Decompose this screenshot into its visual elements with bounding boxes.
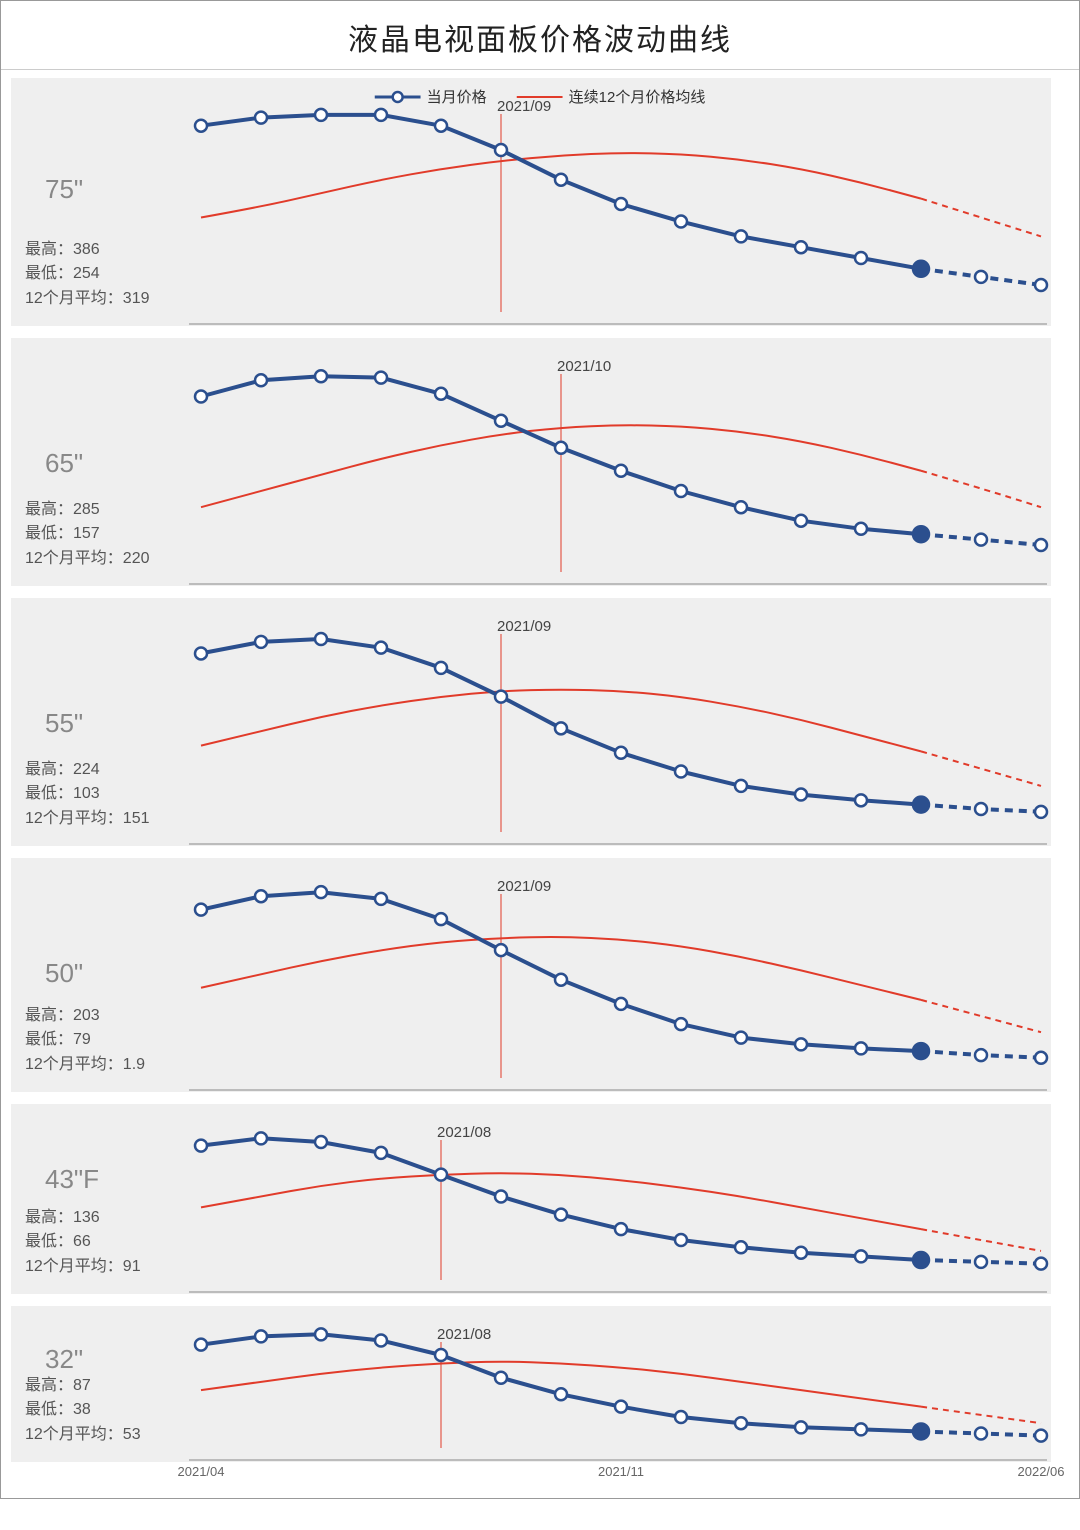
- stat-high: 最高：285: [25, 498, 150, 523]
- stat-high: 最高：386: [25, 238, 150, 263]
- stat-avg: 12个月平均：91: [25, 1255, 141, 1280]
- stat-low: 最低：38: [25, 1398, 141, 1423]
- stats-block: 最高：136最低：6612个月平均：91: [25, 1206, 141, 1280]
- chart-svg: [11, 78, 1051, 326]
- x-tick-label: 2021/04: [178, 1464, 225, 1479]
- size-label: 50": [45, 958, 83, 989]
- chart-svg: [11, 338, 1051, 586]
- crossover-label: 2021/09: [497, 618, 551, 635]
- stat-low: 最低：103: [25, 782, 150, 807]
- stat-avg: 12个月平均：220: [25, 547, 150, 572]
- stat-avg: 12个月平均：53: [25, 1423, 141, 1448]
- chart-panel: 50" 最高：203最低：7912个月平均：1.9 2021/09: [11, 858, 1069, 1092]
- stat-avg: 12个月平均：319: [25, 287, 150, 312]
- chart-panel: 43"F 最高：136最低：6612个月平均：91 2021/08: [11, 1104, 1069, 1294]
- stats-block: 最高：386最低：25412个月平均：319: [25, 238, 150, 312]
- stat-low: 最低：254: [25, 262, 150, 287]
- size-label: 43"F: [45, 1164, 99, 1195]
- stat-avg: 12个月平均：151: [25, 807, 150, 832]
- chart-panel: 32"最高：87最低：3812个月平均：53 2021/08: [11, 1306, 1069, 1462]
- chart-svg: [11, 1104, 1051, 1294]
- legend-item-ma: 连续12个月价格均线: [517, 86, 706, 107]
- crossover-label: 2021/08: [437, 1326, 491, 1343]
- stat-low: 最低：157: [25, 522, 150, 547]
- chart-panel: 55" 最高：224最低：10312个月平均：151 2021/09: [11, 598, 1069, 846]
- chart-svg: [11, 598, 1051, 846]
- stat-high: 最高：136: [25, 1206, 141, 1231]
- x-axis: 2021/04 2021/11 2022/06: [11, 1464, 1069, 1494]
- stat-avg: 12个月平均：1.9: [25, 1053, 145, 1078]
- x-tick-label: 2021/11: [598, 1464, 644, 1479]
- chart-panel: 75"最高：386最低：25412个月平均：3192021/09当月价格连续12…: [11, 78, 1069, 326]
- chart-svg: [11, 1306, 1051, 1462]
- stat-low: 最低：79: [25, 1028, 145, 1053]
- stats-block: 最高：224最低：10312个月平均：151: [25, 758, 150, 832]
- legend-item-current: 当月价格: [375, 86, 487, 107]
- stat-high: 最高：203: [25, 1004, 145, 1029]
- crossover-label: 2021/08: [437, 1124, 491, 1141]
- legend: 当月价格 连续12个月价格均线: [375, 86, 706, 107]
- crossover-label: 2021/09: [497, 878, 551, 895]
- stat-low: 最低：66: [25, 1230, 141, 1255]
- crossover-label: 2021/10: [557, 358, 611, 375]
- charts-container: 75" 最高：386最低：25412个月平均：319 2021/09 当月价格 连续12…: [1, 70, 1079, 1498]
- page-title: 液晶电视面板价格波动曲线: [1, 1, 1079, 70]
- legend-label: 当月价格: [427, 86, 487, 107]
- chart-panel: 65" 最高：285最低：15712个月平均：220 2021/10: [11, 338, 1069, 586]
- stats-block: 最高：87最低：3812个月平均：53: [25, 1374, 141, 1448]
- size-label: 32": [45, 1344, 83, 1375]
- size-label: 75": [45, 174, 83, 205]
- size-label: 65": [45, 448, 83, 479]
- stats-block: 最高：285最低：15712个月平均：220: [25, 498, 150, 572]
- page: 液晶电视面板价格波动曲线 75" 最高：386最低：25412个月平均：319 20…: [0, 0, 1080, 1499]
- size-label: 55": [45, 708, 83, 739]
- stat-high: 最高：87: [25, 1374, 141, 1399]
- x-tick-label: 2022/06: [1018, 1464, 1065, 1479]
- legend-label: 连续12个月价格均线: [569, 86, 706, 107]
- stats-block: 最高：203最低：7912个月平均：1.9: [25, 1004, 145, 1078]
- stat-high: 最高：224: [25, 758, 150, 783]
